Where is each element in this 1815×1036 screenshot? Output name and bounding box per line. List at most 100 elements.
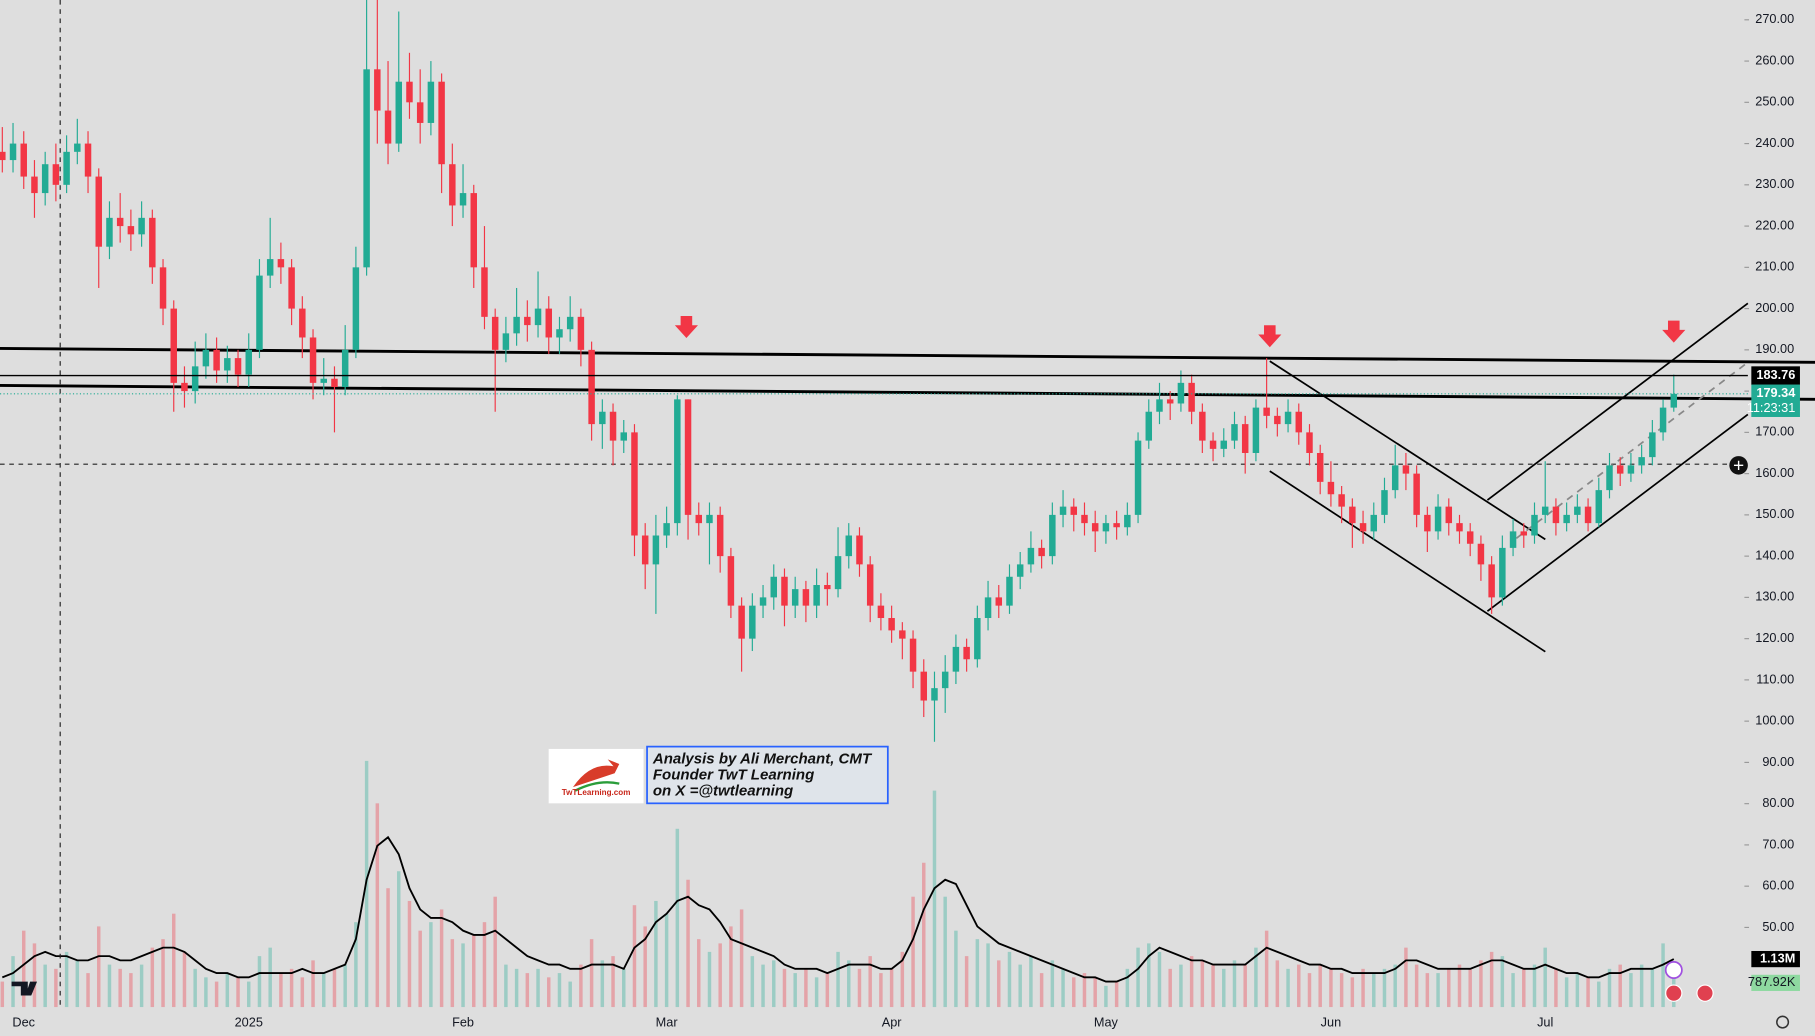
candle-body xyxy=(1274,415,1281,425)
logo-text: TwTLearning.com xyxy=(562,788,631,797)
candle-body xyxy=(866,564,874,606)
candle-body xyxy=(1563,514,1570,524)
candle-body xyxy=(438,81,445,165)
volume-bar xyxy=(1489,951,1494,1008)
volume-bar xyxy=(43,964,47,1008)
candle-body xyxy=(1199,411,1206,441)
volume-bar xyxy=(1007,951,1012,1008)
x-tick-label: Feb xyxy=(452,1015,474,1030)
candle-body xyxy=(9,143,17,161)
event-icon[interactable] xyxy=(1664,961,1683,979)
volume-bar xyxy=(1039,973,1044,1008)
y-tick-label: 120.00 xyxy=(1755,630,1794,645)
y-tick-label: 90.00 xyxy=(1762,754,1794,769)
candle-body xyxy=(1145,411,1153,441)
candle-body xyxy=(1049,514,1056,557)
volume-bar xyxy=(322,973,326,1008)
candle-body xyxy=(1359,523,1367,532)
candle-body xyxy=(1616,465,1624,474)
volume-bar xyxy=(1275,960,1280,1008)
candle-body xyxy=(299,308,306,338)
volume-bar xyxy=(900,951,905,1008)
volume-bar xyxy=(986,943,990,1008)
candle-body xyxy=(620,432,627,441)
candle-body xyxy=(1113,523,1120,528)
volume-bar xyxy=(418,930,422,1008)
volume-ma-label-box xyxy=(1751,950,1800,968)
candle-body xyxy=(1059,506,1067,515)
y-tick-label: 170.00 xyxy=(1755,424,1794,439)
candle-body xyxy=(95,176,102,247)
volume-bar xyxy=(1500,956,1505,1008)
volume-bar xyxy=(1168,968,1172,1008)
volume-bar xyxy=(772,960,776,1008)
event-icon[interactable] xyxy=(1665,984,1683,1002)
volume-bar xyxy=(1318,964,1322,1008)
arrow xyxy=(674,316,698,339)
volume-bar xyxy=(268,947,272,1008)
plus-icon xyxy=(1733,460,1744,470)
volume-bar xyxy=(782,968,787,1008)
candle-body xyxy=(1220,440,1228,449)
settings-icon[interactable] xyxy=(1776,1015,1790,1029)
candle-body xyxy=(406,81,413,103)
candle-body xyxy=(995,597,1003,606)
volume-bar xyxy=(1050,960,1055,1008)
arrow xyxy=(1258,325,1282,348)
volume-bar xyxy=(397,871,401,1008)
candle-body xyxy=(749,605,756,639)
volume-bar xyxy=(1222,968,1226,1008)
x-tick-label: Apr xyxy=(882,1015,903,1030)
volume-bar xyxy=(589,939,594,1008)
candle-body xyxy=(802,589,810,606)
candle-body xyxy=(1156,399,1163,412)
volume-ma-label: 1.13M xyxy=(1760,950,1795,965)
logo-graphic xyxy=(572,759,620,788)
candle-body xyxy=(759,597,767,606)
volume-bar xyxy=(1157,951,1162,1008)
volume-bar xyxy=(1522,968,1526,1008)
candle-body xyxy=(952,646,960,672)
volume-bar xyxy=(32,943,37,1008)
event-icon[interactable] xyxy=(1696,984,1714,1002)
volume-bar xyxy=(118,968,122,1008)
volume-bar xyxy=(493,896,497,1008)
candle-body xyxy=(1531,514,1538,536)
y-tick-label: 200.00 xyxy=(1755,300,1794,315)
volume-bar xyxy=(1125,968,1130,1008)
candle-body xyxy=(984,597,992,619)
volume-bar xyxy=(739,909,744,1008)
volume-bar xyxy=(1382,968,1387,1008)
candle-body xyxy=(331,378,338,387)
volume-bar xyxy=(814,977,819,1008)
candle-body xyxy=(1445,506,1453,524)
volume-bar xyxy=(857,968,862,1008)
candle-body xyxy=(277,259,285,268)
volume-bar xyxy=(536,968,540,1008)
candle-body xyxy=(149,217,156,268)
volume-bar xyxy=(86,973,90,1008)
candle-body xyxy=(1316,452,1324,482)
volume-bar xyxy=(1029,956,1033,1008)
candle-body xyxy=(631,432,638,536)
tv-logo xyxy=(11,981,38,996)
volume-bar xyxy=(1211,964,1215,1008)
candle-body xyxy=(320,378,327,383)
y-tick-label: 230.00 xyxy=(1755,176,1794,191)
candle-body xyxy=(1070,506,1078,515)
x-tick-label: May xyxy=(1094,1015,1119,1030)
level-label: 183.76 xyxy=(1756,367,1795,382)
candle-body xyxy=(1541,506,1549,515)
volume-bar xyxy=(343,964,347,1008)
volume-bar xyxy=(707,951,712,1008)
candle-body xyxy=(374,69,381,111)
volume-label-box xyxy=(1751,974,1800,991)
candle-body xyxy=(770,576,778,598)
candle-body xyxy=(1477,543,1485,565)
volume-bar xyxy=(729,926,733,1008)
volume-bar xyxy=(64,951,69,1008)
volume-bar xyxy=(1061,968,1065,1008)
volume-bar xyxy=(182,951,187,1008)
